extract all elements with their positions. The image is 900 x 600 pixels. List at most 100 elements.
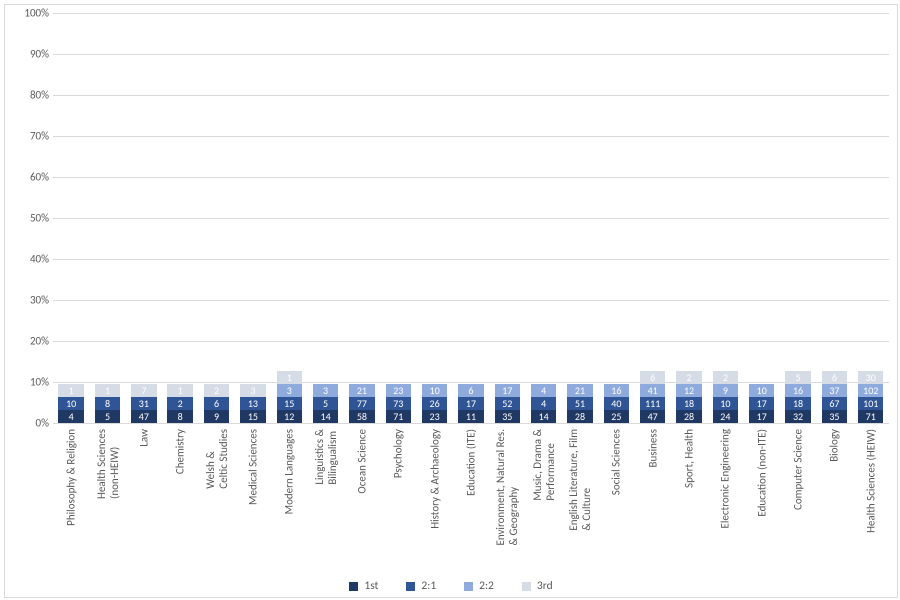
bar-segment-two_one: 73 [386, 397, 411, 410]
bar-segment-two_one: 67 [822, 397, 847, 410]
bar-segment-first: 47 [131, 410, 156, 423]
bar-slot: 215128 [562, 384, 598, 423]
stacked-bar: 102623 [422, 384, 447, 423]
bar-segment-two_two: 3 [313, 384, 338, 397]
y-tick-label: 50% [5, 212, 49, 225]
legend-swatch [522, 582, 531, 591]
x-tick-label: Computer Science [780, 429, 816, 557]
x-tick-label: Chemistry [162, 429, 198, 557]
bar-group: 1104185731471282693131513151235142177582… [53, 13, 889, 423]
legend-label: 2:2 [479, 579, 494, 593]
stacked-bar: 5161832 [785, 371, 810, 423]
bar-segment-two_two: 6 [458, 384, 483, 397]
bar-segment-first: 28 [567, 410, 592, 423]
bar-segment-two_one: 52 [495, 397, 520, 410]
bar-segment-two_one: 40 [604, 397, 629, 410]
x-tick-label: Social Sciences [598, 429, 634, 557]
bar-segment-first: 15 [240, 410, 265, 423]
bar-slot: 2121828 [671, 371, 707, 423]
bar-slot: 185 [89, 384, 125, 423]
y-tick-label: 0% [5, 417, 49, 430]
bar-segment-two_two: 23 [386, 384, 411, 397]
y-tick-label: 70% [5, 130, 49, 143]
legend: 1st2:12:23rd [5, 579, 897, 593]
bar-segment-two_one: 101 [858, 397, 883, 410]
bar-segment-two_one: 13 [240, 397, 265, 410]
legend-label: 3rd [537, 579, 553, 593]
bar-segment-first: 47 [640, 410, 665, 423]
bar-segment-two_one: 31 [131, 397, 156, 410]
bar-segment-two_two: 21 [349, 384, 374, 397]
bar-segment-two_two: 17 [495, 384, 520, 397]
y-tick-label: 80% [5, 89, 49, 102]
stacked-bar: 101717 [749, 384, 774, 423]
bar-segment-two_one: 6 [204, 397, 229, 410]
bar-segment-two_two: 16 [785, 384, 810, 397]
bar-slot: 4414 [525, 384, 561, 423]
stacked-bar: 2121828 [676, 371, 701, 423]
bar-segment-two_two: 41 [640, 384, 665, 397]
bar-segment-first: 12 [277, 410, 302, 423]
bar-segment-third: 3 [240, 384, 265, 397]
x-tick-label: Modern Languages [271, 429, 307, 557]
bar-slot: 73147 [126, 384, 162, 423]
bar-slot: 217758 [344, 384, 380, 423]
bar-segment-two_one: 111 [640, 397, 665, 410]
stacked-bar: 61711 [458, 384, 483, 423]
x-axis-labels: Philosophy & ReligionHealth Sciences (no… [53, 429, 889, 557]
stacked-bar: 175235 [495, 384, 520, 423]
bar-segment-first: 23 [422, 410, 447, 423]
stacked-bar: 215128 [567, 384, 592, 423]
bar-slot: 6376735 [816, 371, 852, 423]
bar-slot: 237371 [380, 384, 416, 423]
bar-segment-third: 1 [58, 384, 83, 397]
x-tick-label: English Literature, Film & Culture [562, 429, 598, 557]
x-tick-label: Ocean Science [344, 429, 380, 557]
bar-segment-two_two: 10 [749, 384, 774, 397]
legend-item-third: 3rd [522, 579, 553, 593]
bar-segment-two_one: 17 [458, 397, 483, 410]
x-tick-label: Sport, Health [671, 429, 707, 557]
bar-slot: 131512 [271, 371, 307, 423]
legend-swatch [406, 582, 415, 591]
bar-slot: 5161832 [780, 371, 816, 423]
legend-item-two_two: 2:2 [464, 579, 494, 593]
x-tick-label: Medical Sciences [235, 429, 271, 557]
bar-segment-two_one: 5 [313, 397, 338, 410]
bar-segment-third: 2 [713, 371, 738, 384]
x-tick-label: Psychology [380, 429, 416, 557]
bar-segment-two_one: 15 [277, 397, 302, 410]
bar-slot: 31315 [235, 384, 271, 423]
stacked-bar: 73147 [131, 384, 156, 423]
bar-slot: 164025 [598, 384, 634, 423]
bar-segment-third: 2 [676, 371, 701, 384]
x-tick-label: History & Archaeology [416, 429, 452, 557]
stacked-bar: 1104 [58, 384, 83, 423]
bar-slot: 64111147 [635, 371, 671, 423]
bar-slot: 3010210171 [853, 371, 889, 423]
bar-slot: 269 [198, 384, 234, 423]
stacked-bar: 164025 [604, 384, 629, 423]
bar-segment-two_one: 10 [713, 397, 738, 410]
bar-segment-third: 6 [640, 371, 665, 384]
y-tick-label: 30% [5, 294, 49, 307]
bar-segment-first: 4 [58, 410, 83, 423]
legend-label: 2:1 [421, 579, 436, 593]
bar-segment-first: 8 [167, 410, 192, 423]
y-tick-label: 40% [5, 253, 49, 266]
stacked-bar: 3514 [313, 384, 338, 423]
x-tick-label: Health Sciences (non-HEIW) [89, 429, 125, 557]
x-tick-label: Business [635, 429, 671, 557]
bar-segment-first: 71 [858, 410, 883, 423]
x-tick-label: Environment, Natural Res. & Geography [489, 429, 525, 557]
stacked-bar: 4414 [531, 384, 556, 423]
stacked-bar: 131512 [277, 371, 302, 423]
stacked-bar: 237371 [386, 384, 411, 423]
bar-slot: 3514 [307, 384, 343, 423]
legend-swatch [349, 582, 358, 591]
bar-segment-two_two: 4 [531, 384, 556, 397]
bar-slot: 128 [162, 384, 198, 423]
legend-swatch [464, 582, 473, 591]
stacked-bar: 291024 [713, 371, 738, 423]
bar-segment-two_two: 10 [422, 384, 447, 397]
